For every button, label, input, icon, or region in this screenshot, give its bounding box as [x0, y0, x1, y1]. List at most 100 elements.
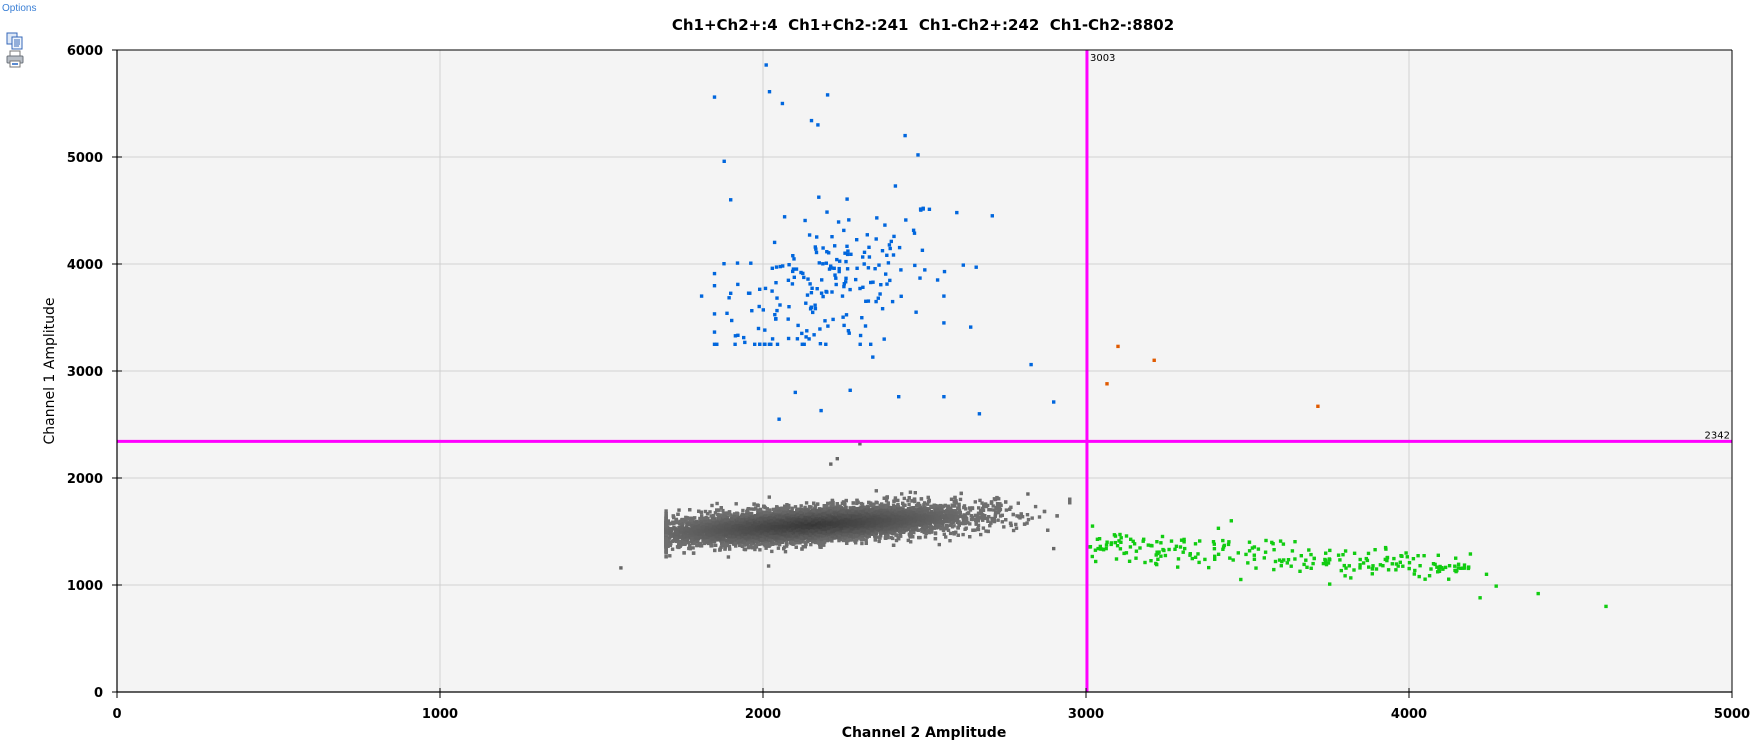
- point-ch1negch2neg: [957, 508, 962, 513]
- point-ch1posch2neg: [891, 253, 896, 257]
- point-ch1negch2pos: [1289, 564, 1293, 568]
- point-ch1posch2neg: [837, 269, 841, 274]
- print-icon[interactable]: [6, 50, 24, 68]
- point-ch1negch2pos: [1324, 560, 1328, 564]
- point-ch1posch2neg: [712, 284, 717, 288]
- point-ch1posch2neg: [800, 331, 804, 336]
- point-ch1negch2pos: [1392, 556, 1396, 561]
- point-ch1posch2neg: [942, 294, 946, 298]
- point-ch1posch2neg: [715, 342, 719, 346]
- point-ch1negch2pos: [1293, 540, 1297, 544]
- point-ch1posch2neg: [825, 210, 829, 214]
- point-ch1posch2neg: [871, 355, 875, 359]
- point-ch1posch2neg: [804, 301, 808, 305]
- point-ch1negch2neg: [769, 512, 773, 516]
- point-ch1negch2pos: [1197, 560, 1201, 565]
- point-ch1posch2neg: [793, 390, 797, 395]
- point-ch1negch2pos: [1427, 574, 1432, 578]
- point-ch1negch2pos: [1290, 549, 1295, 553]
- point-ch1negch2pos: [1090, 554, 1094, 559]
- point-ch1posch2neg: [735, 261, 740, 265]
- point-ch1posch2neg: [825, 250, 829, 254]
- point-ch1posch2neg: [758, 342, 762, 346]
- point-ch1posch2neg: [821, 262, 825, 266]
- point-ch1posch2neg: [836, 220, 841, 224]
- point-ch1posch2neg: [935, 278, 940, 282]
- point-ch1negch2neg: [932, 521, 937, 525]
- point-ch1negch2pos: [1461, 566, 1465, 570]
- point-ch1negch2pos: [1117, 539, 1121, 543]
- point-ch1negch2pos: [1604, 604, 1608, 609]
- point-ch1posch2pos: [1316, 404, 1320, 408]
- point-ch1posch2neg: [912, 231, 917, 235]
- point-ch1negch2neg: [874, 489, 878, 493]
- point-ch1negch2pos: [1122, 551, 1126, 556]
- point-ch1posch2neg: [860, 316, 864, 320]
- point-ch1posch2neg: [787, 263, 791, 267]
- point-ch1posch2neg: [736, 333, 740, 337]
- point-ch1negch2pos: [1124, 551, 1129, 555]
- point-ch1negch2neg: [1030, 516, 1034, 520]
- point-ch1posch2neg: [831, 317, 835, 322]
- point-ch1posch2neg: [927, 207, 932, 211]
- point-ch1negch2pos: [1326, 561, 1331, 565]
- point-ch1negch2neg: [831, 500, 835, 505]
- point-ch1negch2pos: [1323, 557, 1327, 562]
- point-ch1posch2neg: [880, 249, 885, 253]
- point-ch1posch2neg: [858, 333, 863, 338]
- point-ch1posch2neg: [712, 95, 717, 99]
- point-ch1negch2pos: [1383, 545, 1388, 550]
- point-ch1negch2neg: [908, 490, 913, 494]
- point-ch1posch2neg: [761, 308, 765, 312]
- point-ch1negch2pos: [1370, 572, 1374, 576]
- point-ch1negch2pos: [1247, 540, 1252, 544]
- point-ch1negch2pos: [1416, 554, 1420, 558]
- point-ch1negch2pos: [1453, 568, 1457, 573]
- point-ch1negch2pos: [1109, 542, 1113, 547]
- point-ch1negch2pos: [1273, 559, 1278, 564]
- point-ch1negch2pos: [1374, 567, 1379, 571]
- point-ch1posch2neg: [892, 234, 896, 239]
- point-ch1posch2neg: [847, 331, 851, 335]
- point-ch1negch2pos: [1221, 547, 1225, 551]
- point-ch1negch2neg: [753, 547, 757, 552]
- point-ch1negch2pos: [1358, 557, 1362, 562]
- point-ch1negch2neg: [925, 502, 930, 506]
- point-ch1negch2pos: [1213, 557, 1217, 561]
- point-ch1posch2neg: [756, 326, 761, 331]
- point-ch1posch2neg: [821, 246, 825, 250]
- point-ch1negch2pos: [1433, 562, 1437, 567]
- point-ch1negch2neg: [1014, 522, 1018, 527]
- point-ch1negch2neg: [812, 501, 816, 505]
- point-ch1negch2neg: [973, 528, 977, 532]
- point-ch1negch2pos: [1338, 558, 1342, 562]
- point-ch1negch2pos: [1394, 568, 1398, 572]
- point-ch1negch2pos: [1453, 564, 1457, 568]
- point-ch1posch2neg: [855, 238, 859, 242]
- point-ch1negch2pos: [1390, 562, 1394, 566]
- options-link[interactable]: Options: [2, 3, 37, 14]
- point-ch1posch2neg: [845, 267, 850, 271]
- point-ch1negch2pos: [1227, 540, 1231, 544]
- point-ch1posch2neg: [791, 267, 796, 271]
- point-ch1negch2pos: [1118, 532, 1122, 537]
- point-ch1negch2pos: [1216, 526, 1221, 530]
- point-ch1negch2pos: [1466, 566, 1471, 571]
- point-ch1posch2neg: [845, 197, 849, 201]
- point-ch1posch2neg: [855, 266, 859, 270]
- point-ch1negch2neg: [1025, 521, 1029, 525]
- point-ch1negch2pos: [1193, 542, 1198, 546]
- point-ch1negch2neg: [764, 546, 768, 550]
- copy-icon[interactable]: [6, 32, 24, 50]
- point-ch1negch2pos: [1423, 577, 1427, 581]
- point-ch1negch2neg: [884, 499, 889, 503]
- point-ch1posch2neg: [844, 259, 848, 264]
- point-ch1negch2pos: [1411, 557, 1416, 561]
- point-ch1posch2pos: [1152, 358, 1156, 362]
- point-ch1negch2pos: [1436, 570, 1440, 574]
- point-ch1posch2neg: [818, 342, 823, 346]
- point-ch1negch2pos: [1211, 540, 1216, 544]
- point-ch1negch2pos: [1417, 574, 1421, 579]
- point-ch1posch2neg: [815, 235, 819, 239]
- point-ch1posch2neg: [782, 215, 787, 219]
